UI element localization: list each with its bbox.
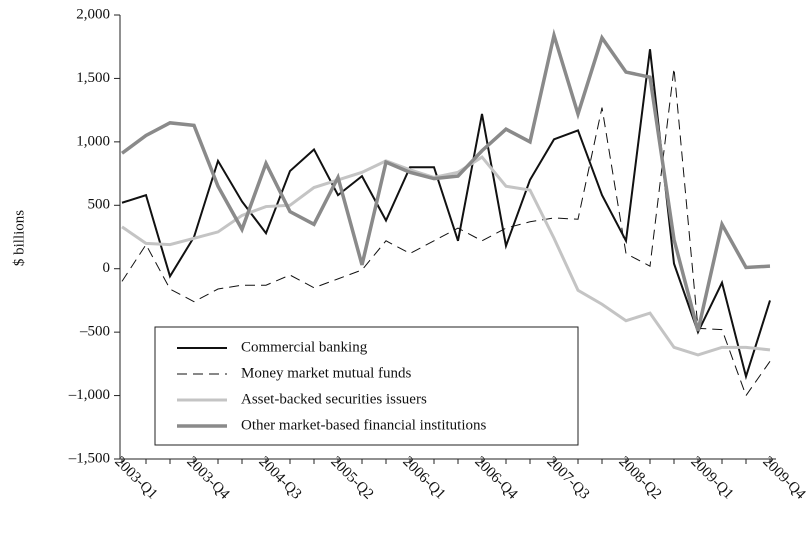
- x-tick-label: 2009-Q4: [759, 454, 806, 503]
- y-tick-label: 500: [88, 197, 111, 213]
- x-tick-label: 2009-Q1: [687, 454, 736, 503]
- x-tick-label: 2008-Q2: [615, 454, 664, 503]
- x-tick-label: 2006-Q1: [399, 454, 448, 503]
- legend-label: Other market-based financial institution…: [241, 417, 487, 433]
- legend-label: Commercial banking: [241, 339, 368, 355]
- series-line: [120, 28, 771, 332]
- y-axis-label: $ billions: [11, 210, 27, 266]
- x-tick-label: 2006-Q4: [471, 454, 520, 503]
- x-tick-label: 2005-Q2: [327, 454, 376, 503]
- y-tick-label: 1,000: [76, 133, 110, 149]
- x-tick-label: 2007-Q3: [543, 454, 592, 503]
- y-tick-label: –1,500: [68, 450, 110, 466]
- y-tick-label: 1,500: [76, 70, 110, 86]
- x-tick-label: 2003-Q1: [111, 454, 160, 503]
- y-tick-label: –500: [79, 324, 110, 340]
- legend-label: Money market mutual funds: [241, 365, 412, 381]
- y-tick-label: –1,000: [68, 387, 110, 403]
- x-tick-label: 2003-Q4: [183, 454, 232, 503]
- x-tick-label: 2004-Q3: [255, 454, 304, 503]
- y-tick-label: 2,000: [76, 6, 110, 22]
- series-line: [121, 155, 771, 357]
- y-tick-label: 0: [103, 260, 111, 276]
- legend-label: Asset-backed securities issuers: [241, 391, 427, 407]
